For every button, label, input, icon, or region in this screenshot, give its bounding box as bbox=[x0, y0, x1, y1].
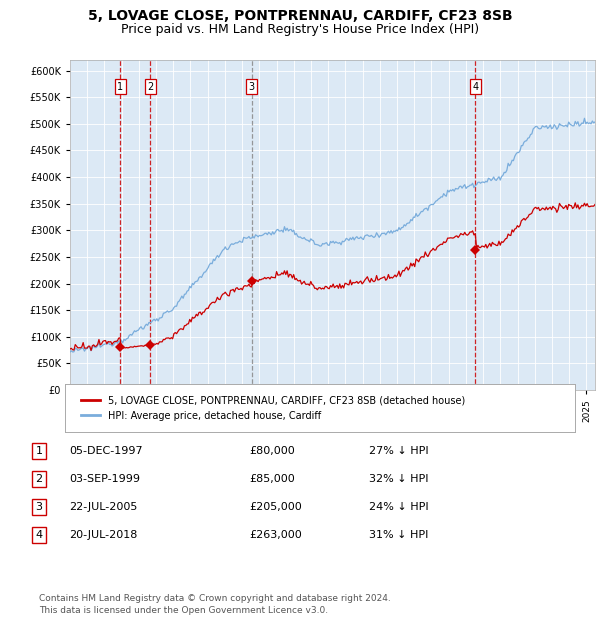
Text: 20-JUL-2018: 20-JUL-2018 bbox=[69, 530, 137, 540]
Text: 5, LOVAGE CLOSE, PONTPRENNAU, CARDIFF, CF23 8SB: 5, LOVAGE CLOSE, PONTPRENNAU, CARDIFF, C… bbox=[88, 9, 512, 24]
Text: 3: 3 bbox=[248, 82, 254, 92]
Text: 27% ↓ HPI: 27% ↓ HPI bbox=[369, 446, 428, 456]
Text: 1: 1 bbox=[35, 446, 43, 456]
Text: £85,000: £85,000 bbox=[249, 474, 295, 484]
Text: 05-DEC-1997: 05-DEC-1997 bbox=[69, 446, 143, 456]
Text: 1: 1 bbox=[117, 82, 124, 92]
Text: 4: 4 bbox=[35, 530, 43, 540]
Text: 31% ↓ HPI: 31% ↓ HPI bbox=[369, 530, 428, 540]
Text: 32% ↓ HPI: 32% ↓ HPI bbox=[369, 474, 428, 484]
Text: 2: 2 bbox=[147, 82, 154, 92]
Text: £205,000: £205,000 bbox=[249, 502, 302, 512]
Text: £80,000: £80,000 bbox=[249, 446, 295, 456]
Text: 4: 4 bbox=[472, 82, 478, 92]
Text: 2: 2 bbox=[35, 474, 43, 484]
Text: 22-JUL-2005: 22-JUL-2005 bbox=[69, 502, 137, 512]
Text: 24% ↓ HPI: 24% ↓ HPI bbox=[369, 502, 428, 512]
Text: Contains HM Land Registry data © Crown copyright and database right 2024.
This d: Contains HM Land Registry data © Crown c… bbox=[39, 594, 391, 615]
Text: £263,000: £263,000 bbox=[249, 530, 302, 540]
Text: 3: 3 bbox=[35, 502, 43, 512]
Legend: 5, LOVAGE CLOSE, PONTPRENNAU, CARDIFF, CF23 8SB (detached house), HPI: Average p: 5, LOVAGE CLOSE, PONTPRENNAU, CARDIFF, C… bbox=[75, 389, 471, 427]
Text: Price paid vs. HM Land Registry's House Price Index (HPI): Price paid vs. HM Land Registry's House … bbox=[121, 23, 479, 36]
Text: 03-SEP-1999: 03-SEP-1999 bbox=[69, 474, 140, 484]
